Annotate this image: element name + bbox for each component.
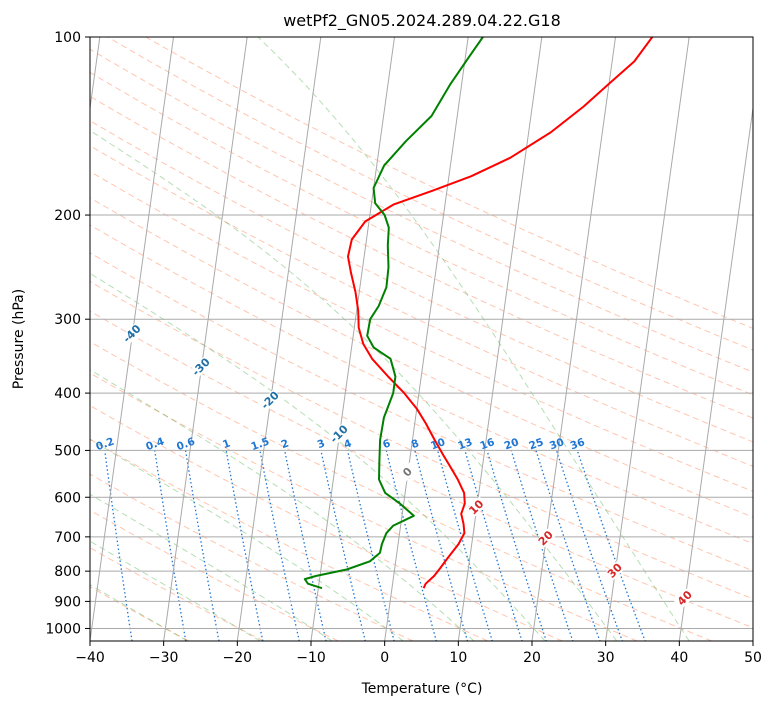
dry-adiabat-label-bg (396, 461, 419, 484)
x-tick-label: 40 (670, 650, 688, 666)
dry-adiabat (90, 170, 753, 492)
mixing-ratio-label: 20 (503, 436, 521, 452)
dry-adiabat (107, 37, 753, 351)
mixing-ratio-label: 1 (221, 437, 232, 451)
x-tick-label: −10 (296, 650, 326, 666)
dry-adiabat (90, 280, 753, 600)
dry-adiabat (90, 341, 712, 641)
moist-adiabat (257, 37, 690, 641)
isotherm-line (457, 37, 543, 641)
isotherm-line (605, 37, 690, 641)
y-tick-label: 1000 (45, 621, 81, 637)
dry-adiabat (90, 197, 753, 518)
mixing-ratio-label: 0.6 (175, 436, 197, 454)
moist-adiabat (90, 584, 188, 641)
mixing-ratio-label: 30 (548, 436, 566, 452)
chart-title: wetPf2_GN05.2024.289.04.22.G18 (283, 11, 561, 31)
dry-adiabat-label-bg (673, 587, 696, 610)
dry-adiabat-label-bg (121, 322, 144, 345)
moist-adiabat (90, 438, 404, 641)
mixing-ratio-label: 4 (342, 437, 353, 451)
x-tick-label: −40 (75, 650, 105, 666)
moist-adiabat (90, 272, 546, 641)
mixing-ratio-label: 1.5 (249, 436, 271, 454)
profile-lines (303, 37, 654, 590)
y-tick-label: 400 (54, 386, 81, 402)
mixing-ratio-label: 6 (381, 437, 392, 451)
background-lines (90, 37, 753, 641)
mixing-ratio-label: 8 (410, 437, 421, 451)
mixing-ratio-label: 10 (429, 436, 447, 452)
x-tick-label: 50 (744, 650, 762, 666)
dry-adiabat (90, 547, 264, 641)
mixing-ratio-label: 16 (478, 436, 496, 452)
plot-frame (89, 36, 754, 642)
dry-adiabat-label-bg (465, 496, 488, 519)
mixing-ratio-label: 36 (569, 436, 587, 452)
mixing-ratio-label: 0.4 (144, 436, 166, 454)
x-axis-label: Temperature (°C) (361, 681, 483, 697)
x-tick-label: 0 (380, 650, 389, 666)
dry-adiabat (90, 252, 753, 572)
y-tick-label: 900 (54, 594, 81, 610)
isotherm-line (310, 37, 395, 641)
dry-adiabat (90, 405, 563, 641)
dry-adiabat (90, 224, 753, 545)
x-tick-label: 30 (597, 650, 615, 666)
dry-adiabat-label-bg (328, 423, 351, 446)
mixing-ratio-label: 25 (527, 436, 545, 452)
mixing-ratio-label: 2 (280, 437, 291, 451)
y-tick-label: 200 (54, 208, 81, 224)
axis-ticks: −40 −30 −20 −10 0 10 20 30 40 5010020030040050060… (45, 30, 762, 666)
y-axis-label: Pressure (hPa) (11, 289, 27, 389)
mixing-ratio-label: 0.2 (94, 436, 116, 454)
y-tick-label: 800 (54, 564, 81, 580)
dry-adiabat (90, 509, 339, 641)
isotherm-line (384, 37, 469, 641)
dry-adiabat-label-bg (534, 527, 557, 550)
temperature-profile-line (347, 37, 654, 589)
isotherm-line (678, 104, 753, 641)
dry-adiabat-label-bg (259, 389, 282, 412)
x-tick-label: −30 (149, 650, 179, 666)
dewpoint-profile-line (303, 37, 484, 590)
dry-adiabat (90, 438, 488, 641)
moist-adiabat (90, 540, 261, 641)
x-tick-label: 10 (449, 650, 467, 666)
dry-adiabat-label-bg (190, 356, 213, 379)
y-tick-label: 500 (54, 443, 81, 459)
mixing-ratio-label: 13 (456, 436, 474, 452)
isotherm-line (163, 37, 248, 641)
dry-adiabat (90, 71, 753, 396)
moist-adiabat (90, 369, 475, 641)
dry-adiabat (90, 95, 753, 419)
mixing-ratio-label: 3 (316, 437, 327, 451)
dry-adiabat (145, 37, 753, 329)
dry-adiabat (90, 372, 638, 641)
y-tick-label: 600 (54, 490, 81, 506)
y-tick-label: 100 (54, 30, 81, 46)
y-tick-label: 700 (54, 530, 81, 546)
isotherm-line (236, 37, 322, 641)
dry-adiabat-label-bg (604, 559, 626, 582)
x-tick-label: −20 (223, 650, 253, 666)
x-tick-label: 20 (523, 650, 541, 666)
y-tick-label: 300 (54, 312, 81, 328)
